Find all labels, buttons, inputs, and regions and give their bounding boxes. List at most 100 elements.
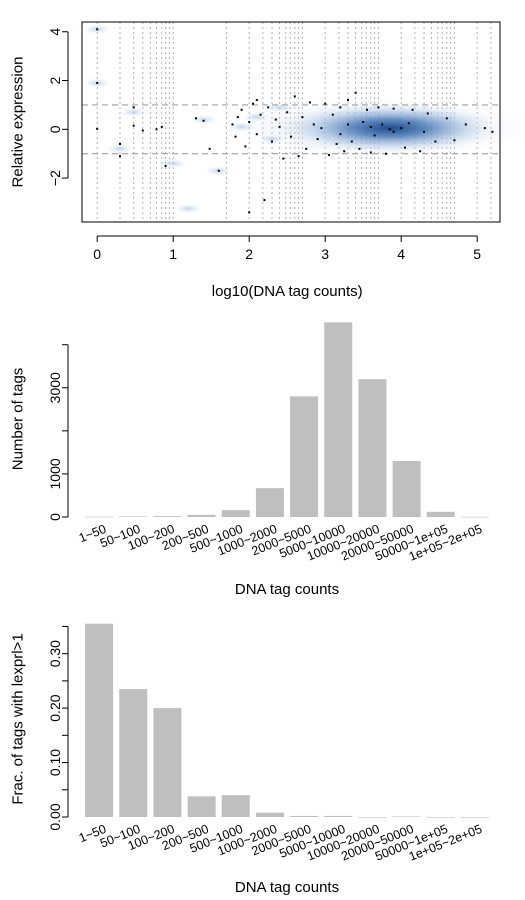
data-point-1 <box>96 81 99 84</box>
bar-9 <box>392 816 421 818</box>
bar-2 <box>153 516 182 517</box>
data-point-65 <box>491 130 494 133</box>
data-point-54 <box>385 152 387 155</box>
x-axis: 1~5050~100100~200200~500500~10001000~200… <box>77 522 484 564</box>
y-tick-label-0: 0 <box>47 513 63 521</box>
y-tick-label-1: 0.10 <box>47 749 63 776</box>
y-tick-label-2: 2 <box>47 76 63 84</box>
bar-10 <box>426 817 455 818</box>
bar-11 <box>460 516 489 518</box>
data-point-62 <box>453 139 456 142</box>
bar-10 <box>426 511 455 517</box>
data-point-56 <box>404 146 406 149</box>
density-blob-10 <box>174 203 203 214</box>
data-point-10 <box>164 164 167 167</box>
data-point-3 <box>119 142 121 145</box>
data-point-5 <box>132 106 135 109</box>
data-point-60 <box>434 140 437 143</box>
bar-7 <box>324 322 353 517</box>
bar-3 <box>187 796 216 817</box>
data-point-68 <box>392 130 395 133</box>
density-blob-3 <box>106 143 134 154</box>
data-point-63 <box>464 123 467 126</box>
data-point-25 <box>259 113 262 116</box>
x-tick-label-2: 2 <box>245 246 253 262</box>
count-histogram-panel: 1~5050~100100~200200~500500~10001000~200… <box>10 322 489 598</box>
bar-5 <box>255 812 284 817</box>
data-point-71 <box>373 134 376 137</box>
data-point-73 <box>423 130 425 133</box>
data-point-21 <box>248 121 251 123</box>
data-point-67 <box>381 123 384 126</box>
density-core <box>281 103 499 153</box>
data-point-57 <box>411 108 414 111</box>
data-point-28 <box>271 140 273 143</box>
data-point-30 <box>278 125 281 128</box>
bar-7 <box>324 815 353 817</box>
data-point-18 <box>240 108 243 111</box>
data-point-42 <box>328 153 330 156</box>
scatter-points <box>96 28 494 214</box>
data-point-16 <box>234 135 237 138</box>
data-point-77 <box>320 127 323 130</box>
bar-0 <box>85 623 114 817</box>
data-point-75 <box>347 123 349 126</box>
x-tick-label-0: 0 <box>93 246 101 262</box>
density-blob-9 <box>258 134 286 145</box>
data-point-45 <box>339 106 342 109</box>
data-point-44 <box>335 142 338 145</box>
density-blob-2 <box>119 107 148 118</box>
data-point-52 <box>369 151 372 154</box>
data-point-27 <box>267 106 270 109</box>
y-tick-label-1: 1000 <box>47 458 63 489</box>
data-point-11 <box>195 117 197 120</box>
bar-11 <box>460 817 489 818</box>
data-point-17 <box>236 116 239 119</box>
bar-1 <box>119 689 148 817</box>
density-cloud <box>83 24 525 214</box>
data-point-39 <box>312 123 315 126</box>
bar-4 <box>221 510 250 517</box>
data-point-70 <box>362 121 365 123</box>
data-point-12 <box>202 119 205 122</box>
data-point-43 <box>331 113 334 116</box>
density-blob-5 <box>189 114 218 125</box>
data-point-34 <box>293 95 296 98</box>
data-point-49 <box>354 91 357 94</box>
y-tick-label-0: 0.00 <box>47 803 63 830</box>
x-tick-label-4: 4 <box>397 246 405 262</box>
data-point-36 <box>301 116 304 119</box>
data-point-0 <box>96 28 99 31</box>
y-axis-label: Number of tags <box>10 368 27 471</box>
data-point-55 <box>392 107 395 110</box>
bar-5 <box>255 488 284 517</box>
data-point-48 <box>350 140 353 143</box>
y-axis: −2 0 2 4 <box>47 28 69 186</box>
y-tick-label-3: 4 <box>47 28 63 36</box>
data-point-72 <box>407 122 410 125</box>
data-point-47 <box>347 99 349 102</box>
data-point-38 <box>309 101 311 104</box>
data-point-69 <box>400 127 403 130</box>
y-axis: 0.00 0.10 0.20 0.30 <box>47 625 69 831</box>
data-point-26 <box>263 199 266 202</box>
data-point-2 <box>96 127 99 130</box>
data-point-37 <box>305 147 308 150</box>
y-tick-label-2: 0.20 <box>47 694 63 721</box>
data-point-53 <box>377 106 380 109</box>
bar-0 <box>85 516 114 518</box>
data-point-33 <box>290 135 292 138</box>
data-point-31 <box>282 157 285 160</box>
plot-frame <box>81 21 501 223</box>
bar-8 <box>358 817 387 818</box>
y-tick-label-3: 0.30 <box>47 640 63 667</box>
x-axis-label: DNA tag counts <box>235 879 339 896</box>
x-axis-label: DNA tag counts <box>235 581 339 598</box>
data-point-64 <box>483 127 486 130</box>
data-point-13 <box>208 147 211 150</box>
data-point-15 <box>231 123 234 126</box>
data-point-50 <box>358 147 361 150</box>
data-point-9 <box>160 125 163 128</box>
x-tick-label-1: 1 <box>169 246 177 262</box>
data-point-40 <box>316 138 319 141</box>
